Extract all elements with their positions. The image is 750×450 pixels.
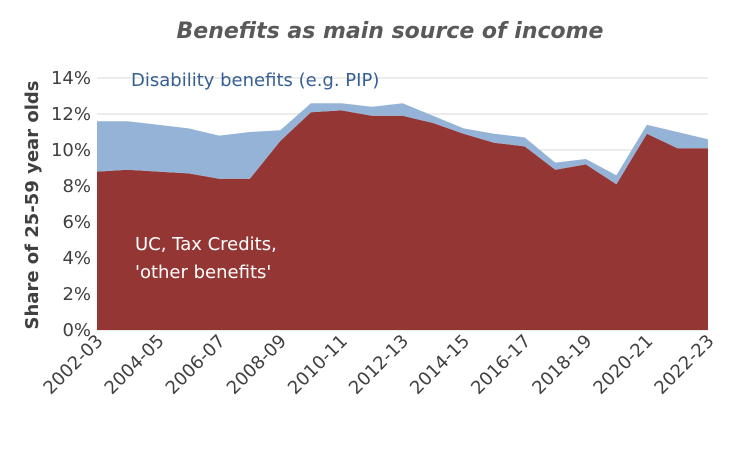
x-tick-label: 2016-17 [467,331,535,399]
y-axis-label: Share of 25-59 year olds [22,81,43,330]
y-tick-label: 2% [62,284,91,305]
y-tick-label: 0% [62,320,91,341]
y-tick-label: 4% [62,248,91,269]
x-tick-label: 2006-07 [162,331,230,399]
x-tick-label: 2022-23 [650,331,718,399]
x-tick-label: 2010-11 [284,331,352,399]
x-tick-label: 2020-21 [589,331,657,399]
x-tick-label: 2014-15 [406,331,474,399]
area-series-1 [97,110,708,331]
y-tick-label: 8% [62,176,91,197]
y-tick-label: 12% [51,104,91,125]
series-annotations: UC, Tax Credits, 'other benefits' Disabili… [131,70,379,283]
x-tick-label: 2018-19 [528,331,596,399]
area-series-2 [97,103,708,185]
series-label-1: 'other benefits' [135,262,271,283]
x-tick-labels: 2002-032004-052006-072008-092010-112012-… [39,331,718,399]
chart-title: Benefits as main source of income [177,19,604,44]
y-tick-label: 10% [51,140,91,161]
x-tick-label: 2004-05 [101,331,169,399]
series-label-2: Disability benefits (e.g. PIP) [131,70,379,91]
plot-areas [97,103,708,331]
x-tick-label: 2008-09 [223,331,291,399]
y-tick-label: 14% [51,68,91,89]
y-tick-labels: 0% 2% 4% 6% 8% 10% 12% 14% [51,68,91,341]
y-tick-label: 6% [62,212,91,233]
series-label-1: UC, Tax Credits, [135,234,277,255]
x-tick-label: 2012-13 [345,331,413,399]
